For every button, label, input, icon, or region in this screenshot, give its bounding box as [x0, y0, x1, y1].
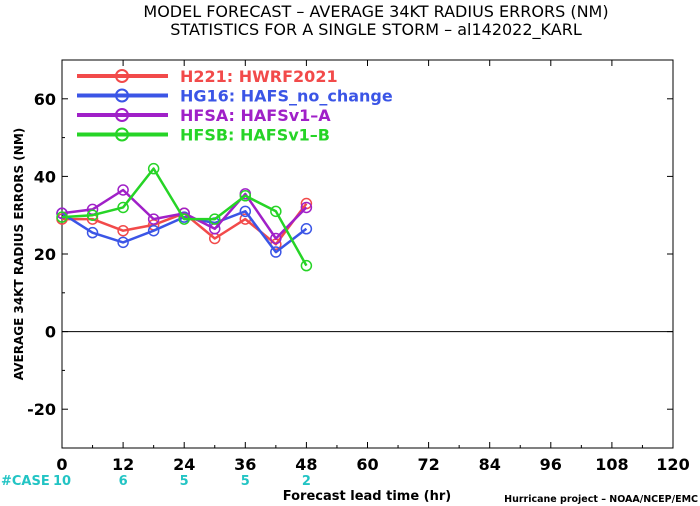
legend-label-2: HFSA: HAFSv1–A — [180, 106, 331, 125]
case-count-label: #CASE — [1, 474, 50, 489]
series-point-3 — [178, 213, 190, 225]
case-count-value: 5 — [180, 474, 189, 489]
x-tick-label: 84 — [479, 455, 501, 474]
legend-marker-0 — [115, 69, 129, 83]
credit-text: Hurricane project – NOAA/NCEP/EMC — [504, 494, 698, 505]
series-point-2 — [117, 184, 129, 196]
series-point-3 — [56, 211, 68, 223]
legend-label-0: H221: HWRF2021 — [180, 67, 338, 86]
y-tick-label: -20 — [27, 400, 56, 419]
x-tick-label: 12 — [112, 455, 134, 474]
series-point-3 — [300, 259, 313, 272]
x-tick-label: 108 — [595, 455, 628, 474]
series-point-2 — [270, 232, 282, 245]
series-point-1 — [86, 226, 99, 239]
series-line-3 — [61, 167, 308, 267]
series-point-1 — [270, 246, 282, 258]
series-line-2 — [61, 188, 308, 240]
legend-marker-2 — [115, 108, 129, 122]
series-point-0 — [117, 224, 129, 237]
x-tick-label: 120 — [656, 455, 689, 474]
legend-label-1: HG16: HAFS_no_change — [180, 87, 393, 106]
case-count-value: 6 — [119, 474, 128, 489]
x-tick-label: 72 — [417, 455, 439, 474]
x-tick-label: 24 — [173, 455, 195, 474]
case-count-value: 2 — [302, 474, 311, 489]
x-axis-label: Forecast lead time (hr) — [283, 489, 451, 504]
y-tick-label: 40 — [34, 167, 56, 186]
series-point-3 — [86, 209, 99, 221]
y-tick-label: 60 — [34, 90, 56, 109]
chart-subtitle: STATISTICS FOR A SINGLE STORM – al142022… — [170, 20, 582, 40]
series-point-1 — [300, 223, 313, 235]
series-point-3 — [147, 162, 160, 175]
series-point-3 — [239, 190, 252, 202]
legend-marker-3 — [115, 127, 129, 142]
series-point-2 — [147, 213, 160, 225]
x-tick-label: 60 — [356, 455, 378, 474]
y-tick-label: 0 — [45, 323, 56, 342]
series-point-1 — [239, 205, 252, 218]
plot-frame — [61, 59, 674, 449]
y-tick-label: 20 — [34, 245, 56, 264]
series-point-2 — [56, 207, 68, 220]
series-point-3 — [270, 205, 282, 218]
x-tick-label: 96 — [540, 455, 562, 474]
chart-title: MODEL FORECAST – AVERAGE 34KT RADIUS ERR… — [143, 2, 608, 21]
series-point-3 — [209, 213, 221, 225]
legend-marker-1 — [115, 88, 129, 103]
x-tick-label: 0 — [56, 455, 67, 474]
x-tick-label: 36 — [234, 455, 256, 474]
series-point-2 — [300, 201, 313, 214]
series-point-1 — [147, 224, 160, 237]
series-point-1 — [117, 236, 129, 249]
legend-label-3: HFSB: HAFSv1–B — [180, 126, 330, 145]
x-tick-label: 48 — [295, 455, 317, 474]
case-count-value: 5 — [241, 474, 250, 489]
case-count-value: 10 — [53, 474, 71, 489]
y-axis-label: AVERAGE 34KT RADIUS ERRORS (NM) — [12, 128, 26, 380]
series-point-3 — [117, 201, 129, 214]
